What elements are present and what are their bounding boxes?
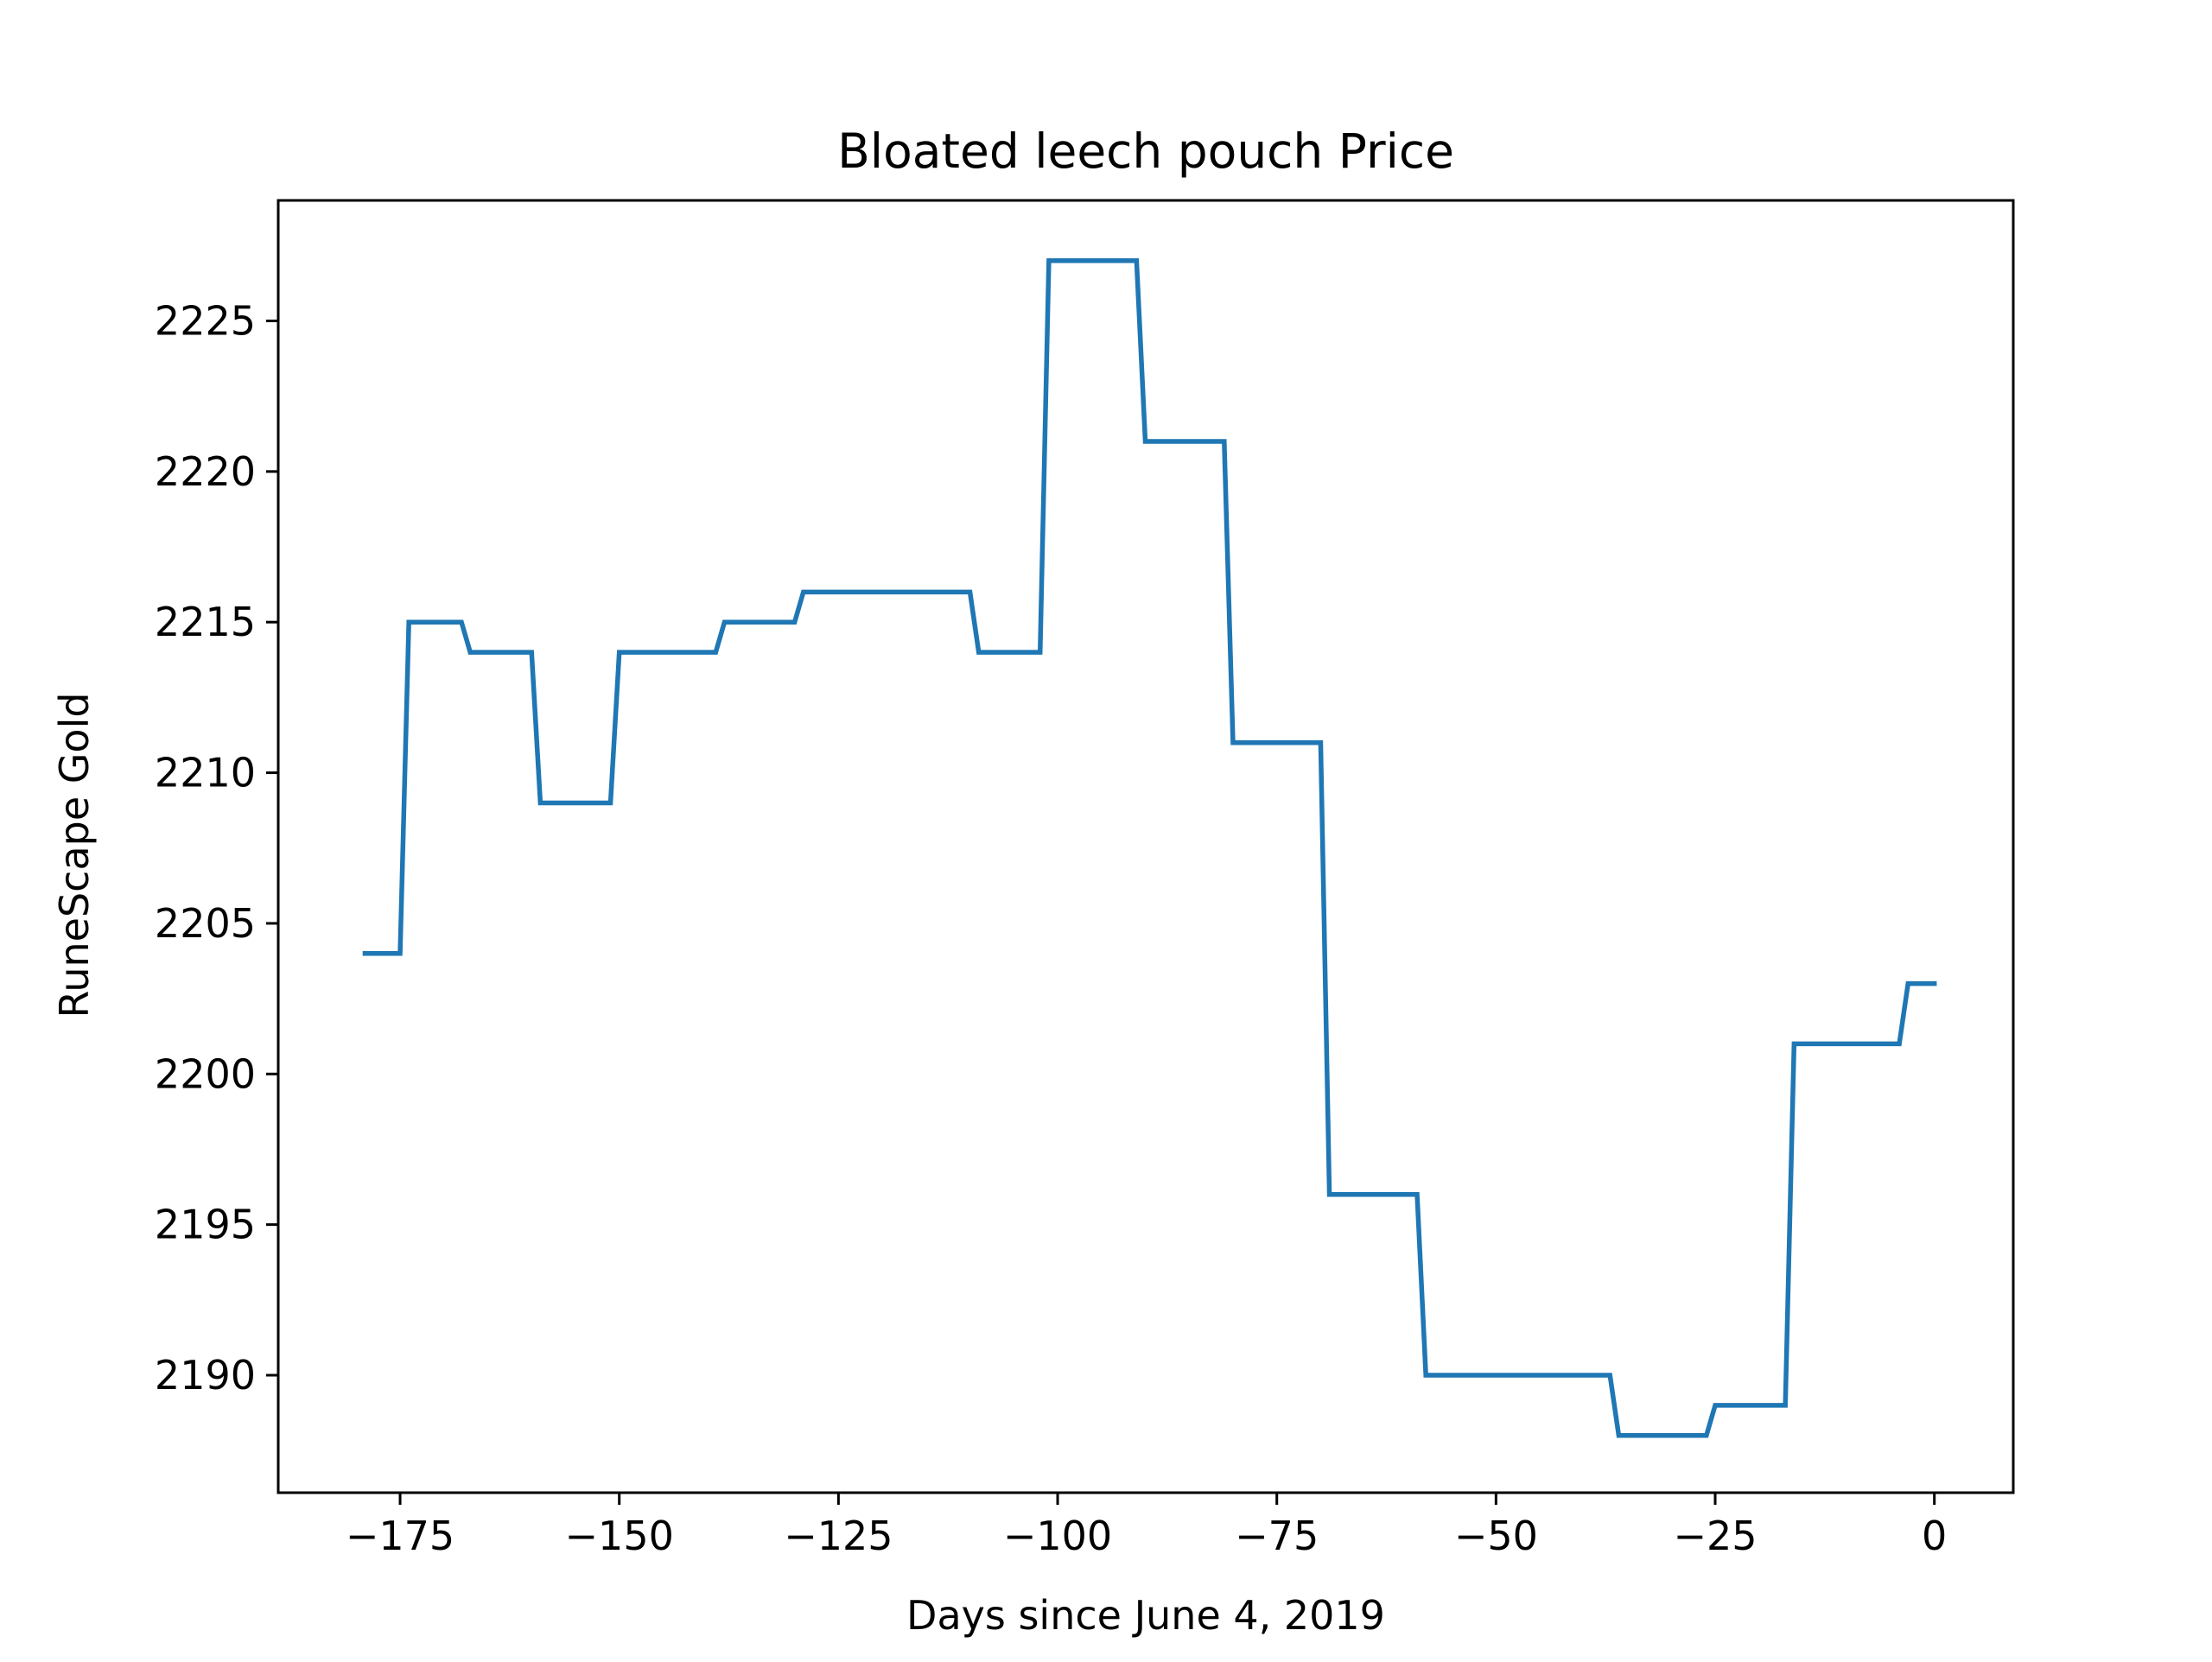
- y-tick-label: 2195: [155, 1202, 256, 1248]
- y-axis: 2190 2195 2200 2205 2210 2215 2220 2225: [155, 297, 278, 1399]
- x-axis-label: Days since June 4, 2019: [906, 1592, 1385, 1639]
- y-tick-label: 2210: [155, 750, 256, 796]
- plot-frame: [276, 199, 2015, 1494]
- y-tick-label: 2220: [155, 448, 256, 495]
- x-tick-label: −50: [1454, 1513, 1538, 1559]
- x-axis: −175 −150 −125 −100 −75 −50 −25 0: [346, 1493, 1947, 1559]
- x-tick-label: −100: [1003, 1513, 1112, 1559]
- plot-area: [276, 199, 2015, 1494]
- y-tick-label: 2215: [155, 599, 256, 645]
- x-tick-label: −75: [1235, 1513, 1319, 1559]
- y-tick-label: 2200: [155, 1050, 256, 1097]
- x-tick-label: −150: [565, 1513, 674, 1559]
- x-tick-label: −175: [346, 1513, 454, 1559]
- x-tick-label: 0: [1922, 1513, 1947, 1559]
- x-tick-label: −125: [784, 1513, 893, 1559]
- x-tick-label: −25: [1673, 1513, 1757, 1559]
- y-tick-label: 2205: [155, 900, 256, 947]
- y-tick-label: 2190: [155, 1352, 256, 1399]
- y-tick-label: 2225: [155, 297, 256, 344]
- series-line: [362, 257, 1937, 1438]
- y-axis-label: RuneScape Gold: [51, 692, 98, 1018]
- chart-title: Bloated leech pouch Price: [837, 124, 1454, 179]
